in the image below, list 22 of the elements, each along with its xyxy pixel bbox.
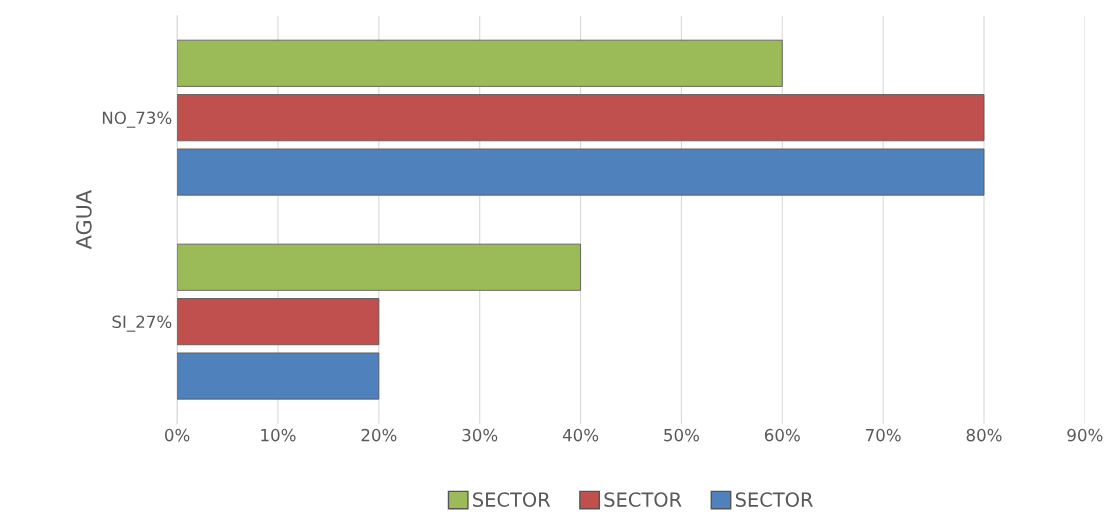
bar [177,94,985,142]
bar [177,148,985,196]
x-tick-label: 70% [865,428,901,442]
x-tick-label: 90% [1067,428,1103,442]
x-tick-label: 40% [562,428,599,442]
y-tick-label: NO_73% [102,111,172,128]
x-tick-label: 50% [664,428,700,442]
legend-label: SECTOR [473,492,551,507]
bar [177,298,380,346]
bar [177,352,380,400]
y-axis-title: AGUA [75,190,92,250]
bar [177,39,783,87]
x-tick-label: 60% [764,428,800,442]
legend-label: SECTOR [735,492,813,507]
legend-label: SECTOR [604,492,682,507]
x-tick-label: 20% [361,428,397,442]
bar [177,243,581,291]
x-tick-label: 0% [165,428,190,442]
x-tick-label: 80% [966,428,1002,442]
y-tick-label: SI_27% [112,315,172,332]
x-tick-label: 10% [261,428,296,442]
x-tick-label: 30% [462,428,498,442]
